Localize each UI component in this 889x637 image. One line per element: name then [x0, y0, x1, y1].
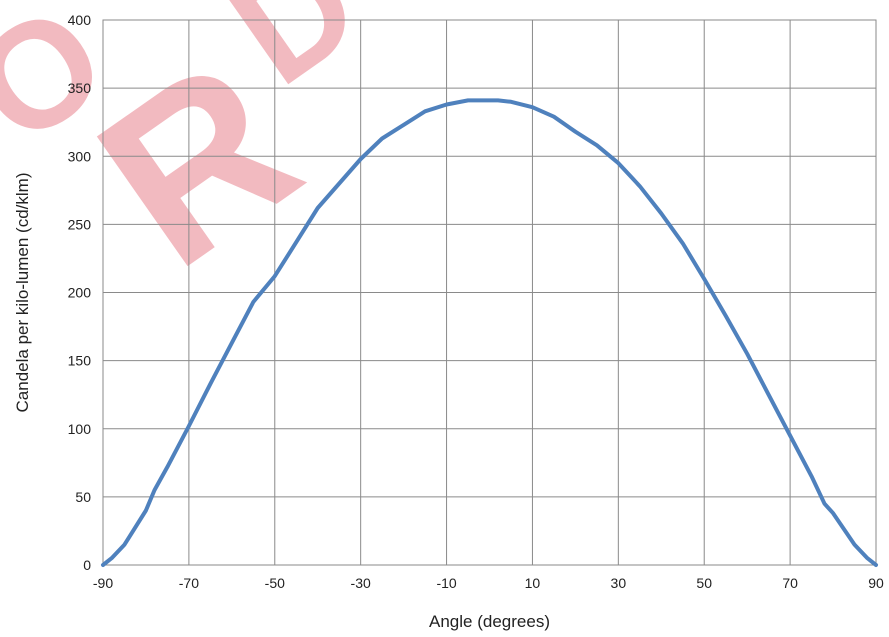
y-tick-label: 250 — [68, 216, 92, 232]
y-tick-label: 0 — [83, 557, 91, 573]
series-line — [101, 98, 878, 567]
y-axis-title: Candela per kilo-lumen (cd/klm) — [13, 173, 32, 413]
watermark: ORD — [0, 0, 387, 315]
x-tick-label: -50 — [265, 575, 285, 591]
plot-frame — [102, 19, 877, 566]
x-tick-label: 70 — [782, 575, 798, 591]
y-tick-label: 150 — [68, 353, 92, 369]
x-tick-label: -10 — [436, 575, 456, 591]
grid — [102, 19, 877, 566]
y-tick-label: 400 — [68, 12, 92, 28]
y-tick-label: 200 — [68, 285, 92, 301]
x-tick-label: -70 — [179, 575, 199, 591]
x-tick-labels: -90 -70 -50 -30 -10 10 30 50 70 90 — [93, 575, 884, 591]
y-tick-label: 50 — [75, 489, 91, 505]
x-tick-label: -90 — [93, 575, 113, 591]
x-tick-label: -30 — [351, 575, 371, 591]
x-axis-title: Angle (degrees) — [429, 612, 550, 631]
x-tick-label: 10 — [525, 575, 541, 591]
y-tick-label: 100 — [68, 421, 92, 437]
x-tick-label: 30 — [611, 575, 627, 591]
y-tick-labels: 0 50 100 150 200 250 300 350 400 — [68, 12, 92, 573]
x-tick-label: 50 — [696, 575, 712, 591]
y-tick-label: 350 — [68, 80, 92, 96]
y-tick-label: 300 — [68, 148, 92, 164]
x-tick-label: 90 — [868, 575, 884, 591]
